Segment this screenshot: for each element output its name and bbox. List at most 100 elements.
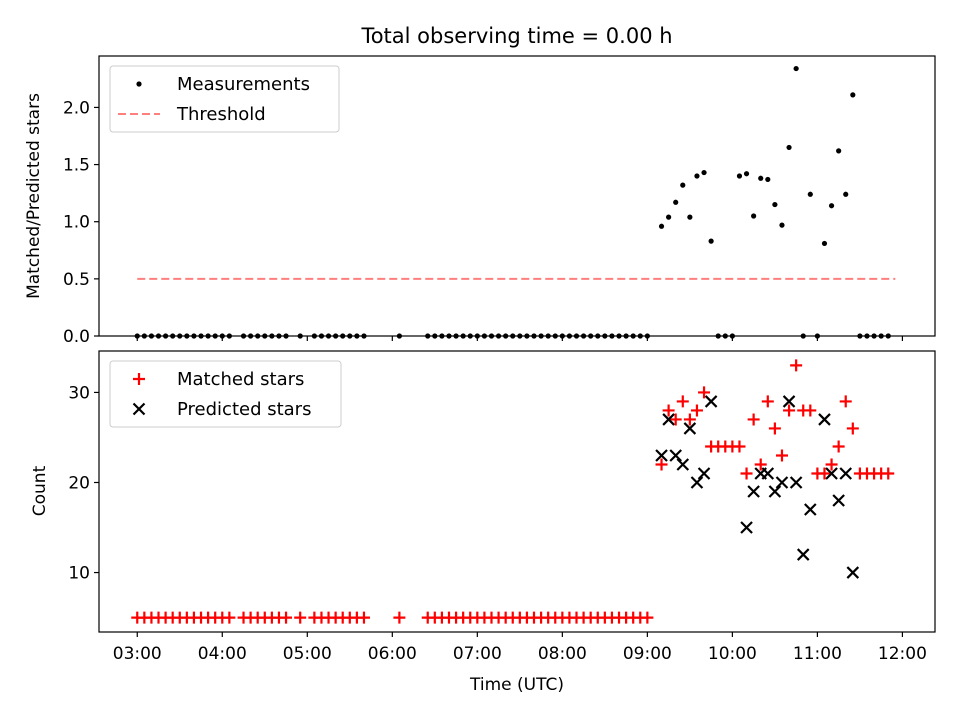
matched-star-point (733, 440, 746, 453)
predicted-star-point (655, 449, 668, 462)
predicted-star-point (839, 467, 853, 480)
figure-title: Total observing time = 0.00 h (360, 24, 672, 48)
measurement-point (758, 175, 764, 181)
matched-star-point (641, 611, 654, 624)
matched-star-point (747, 413, 760, 426)
matched-star-point (825, 458, 838, 471)
matched-star-point (683, 413, 696, 426)
y-tick-label: 0.0 (63, 327, 90, 347)
measurement-point (673, 199, 679, 205)
predicted-star-point (669, 449, 682, 462)
measurement-point (850, 92, 856, 98)
top-y-axis: 0.0 0.5 1.0 1.5 2.0 (63, 98, 99, 347)
x-tick-label: 06:00 (368, 644, 417, 664)
y-tick-label: 2.0 (63, 98, 90, 118)
bottom-y-axis: 10 20 30 (68, 383, 99, 584)
measurement-point (779, 222, 785, 228)
measurement-point (694, 173, 700, 179)
y-tick-label: 0.5 (63, 270, 90, 290)
predicted-star-point (761, 467, 775, 480)
matched-star-point (761, 395, 774, 408)
x-tick-label: 03:00 (113, 644, 162, 664)
predicted-star-point (825, 467, 838, 480)
measurement-point (843, 191, 849, 197)
x-tick-label: 09:00 (623, 644, 672, 664)
x-tick-label: 04:00 (198, 644, 247, 664)
bottom-legend: Matched stars Predicted stars (109, 360, 342, 428)
predicted-star-point (747, 485, 760, 498)
matched-star-point (223, 611, 236, 624)
predicted-star-point (846, 566, 860, 579)
measurement-point (708, 238, 714, 244)
x-tick-label: 12:00 (878, 644, 927, 664)
measurement-point (751, 213, 757, 219)
legend-marker-measurements (136, 81, 142, 87)
y-tick-label: 10 (68, 564, 90, 584)
matched-star-point (754, 458, 767, 471)
matched-star-point (698, 386, 711, 399)
matched-star-point (280, 611, 293, 624)
matched-star-point (832, 440, 845, 453)
matched-star-point (669, 413, 682, 426)
predicted-star-point (740, 521, 753, 534)
matched-star-point (790, 359, 803, 372)
legend-cross (132, 402, 146, 416)
y-tick-label: 30 (68, 383, 90, 403)
measurement-point (687, 214, 693, 220)
x-tick-label: 07:00 (453, 644, 502, 664)
matched-star-point (775, 449, 788, 462)
predicted-star-point (690, 476, 704, 489)
measurement-point (680, 182, 686, 188)
measurement-point (836, 148, 842, 154)
bottom-axes-frame (98, 350, 936, 633)
bottom-x-axis: 03:00 04:00 05:00 06:00 07:00 08:00 09:00 10:00… (113, 632, 927, 664)
measurement-point (828, 203, 835, 209)
matched-star-point (768, 422, 781, 435)
matched-star-point (846, 422, 859, 435)
top-axes-frame (98, 55, 936, 337)
bottom-y-axis-label: Count (30, 465, 50, 516)
y-tick-label: 1.0 (63, 213, 90, 233)
measurement-point (743, 171, 750, 177)
x-tick-label: 05:00 (283, 644, 332, 664)
predicted-star-point (683, 422, 697, 435)
legend-marker-matched (133, 373, 145, 385)
matched-star-point (839, 395, 852, 408)
predicted-star-point (804, 503, 817, 516)
predicted-star-point (789, 476, 803, 489)
legend-label-threshold: Threshold (176, 104, 266, 125)
predicted-star-point (796, 548, 810, 561)
bottom-panel: 10 20 30 03:00 04:00 05:00 06:00 07:00 08:00 09:… (30, 350, 936, 695)
predicted-star-point (768, 485, 782, 498)
measurement-point (772, 201, 778, 208)
measurement-point (793, 65, 799, 72)
matched-star-point (655, 458, 668, 471)
x-axis-label: Time (UTC) (469, 675, 564, 695)
predicted-star-point (676, 458, 690, 471)
legend-plus (133, 373, 145, 385)
matched-star-point (393, 611, 406, 624)
measurement-point (786, 144, 792, 151)
measurement-point (821, 240, 828, 247)
measurement-point (658, 223, 665, 229)
legend-marker-predicted (132, 402, 146, 416)
matched-star-point (676, 395, 689, 408)
matched-star-point (804, 404, 817, 417)
predicted-star-point (704, 395, 718, 408)
legend-label-predicted: Predicted stars (177, 399, 311, 420)
measurement-point (736, 173, 743, 179)
legend-dot (136, 81, 142, 87)
x-tick-label: 10:00 (708, 644, 757, 664)
x-tick-label: 08:00 (538, 644, 587, 664)
predicted-star-point (662, 413, 675, 426)
top-y-axis-label: Matched/Predicted stars (24, 93, 44, 299)
measurement-point (701, 169, 707, 176)
top-x-ticks (136, 336, 904, 341)
matched-star-point (690, 404, 703, 417)
measurement-point (807, 191, 813, 197)
legend-label-measurements: Measurements (177, 74, 310, 95)
measurement-point (765, 176, 771, 183)
matched-star-point (783, 404, 796, 417)
predicted-star-point (832, 494, 845, 507)
